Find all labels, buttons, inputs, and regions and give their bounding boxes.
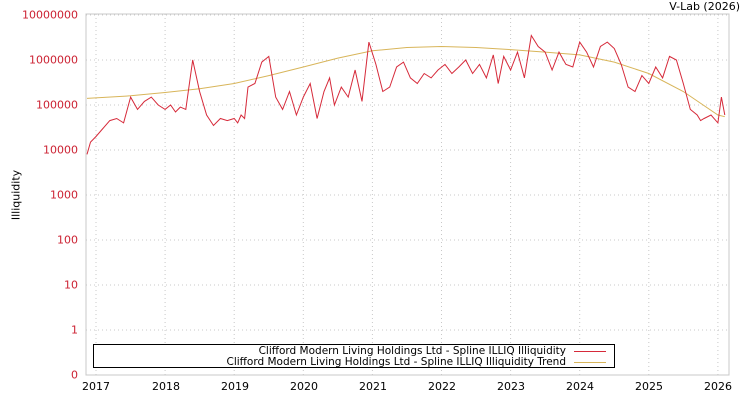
x-tick: 2025: [635, 380, 663, 393]
illiquidity-series-line: [86, 34, 726, 155]
plot-frame: [85, 13, 730, 376]
x-tick: 2019: [221, 380, 249, 393]
legend-label: Clifford Modern Living Holdings Ltd - Sp…: [226, 356, 566, 368]
source-credit: V-Lab (2026): [669, 0, 740, 13]
y-tick: 1000: [50, 188, 78, 202]
legend-label: Clifford Modern Living Holdings Ltd - Sp…: [258, 345, 566, 357]
legend-swatch-line-icon: [574, 350, 606, 352]
y-tick: 100000: [36, 98, 78, 112]
y-tick: 1: [71, 323, 78, 337]
x-tick: 2024: [566, 380, 594, 393]
legend-item-illiquidity: Clifford Modern Living Holdings Ltd - Sp…: [259, 345, 606, 357]
legend-item-trend: Clifford Modern Living Holdings Ltd - Sp…: [227, 356, 606, 368]
x-tick: 2017: [82, 380, 110, 393]
x-tick: 2026: [704, 380, 732, 393]
x-tick: 2020: [290, 380, 318, 393]
y-tick: 100: [57, 233, 78, 247]
gridlines: [86, 14, 729, 376]
y-tick: 10: [64, 278, 78, 292]
legend-swatch-line-icon: [574, 361, 606, 363]
y-tick: 0: [71, 368, 78, 382]
y-tick: 10000: [43, 143, 78, 157]
chart-legend: Clifford Modern Living Holdings Ltd - Sp…: [93, 344, 615, 368]
x-tick: 2023: [497, 380, 525, 393]
x-tick: 2018: [152, 380, 180, 393]
y-tick: 10000000: [22, 8, 78, 22]
trend-series-line: [86, 45, 725, 118]
y-tick: 1000000: [29, 53, 78, 67]
x-tick: 2022: [428, 380, 456, 393]
x-tick: 2021: [359, 380, 387, 393]
